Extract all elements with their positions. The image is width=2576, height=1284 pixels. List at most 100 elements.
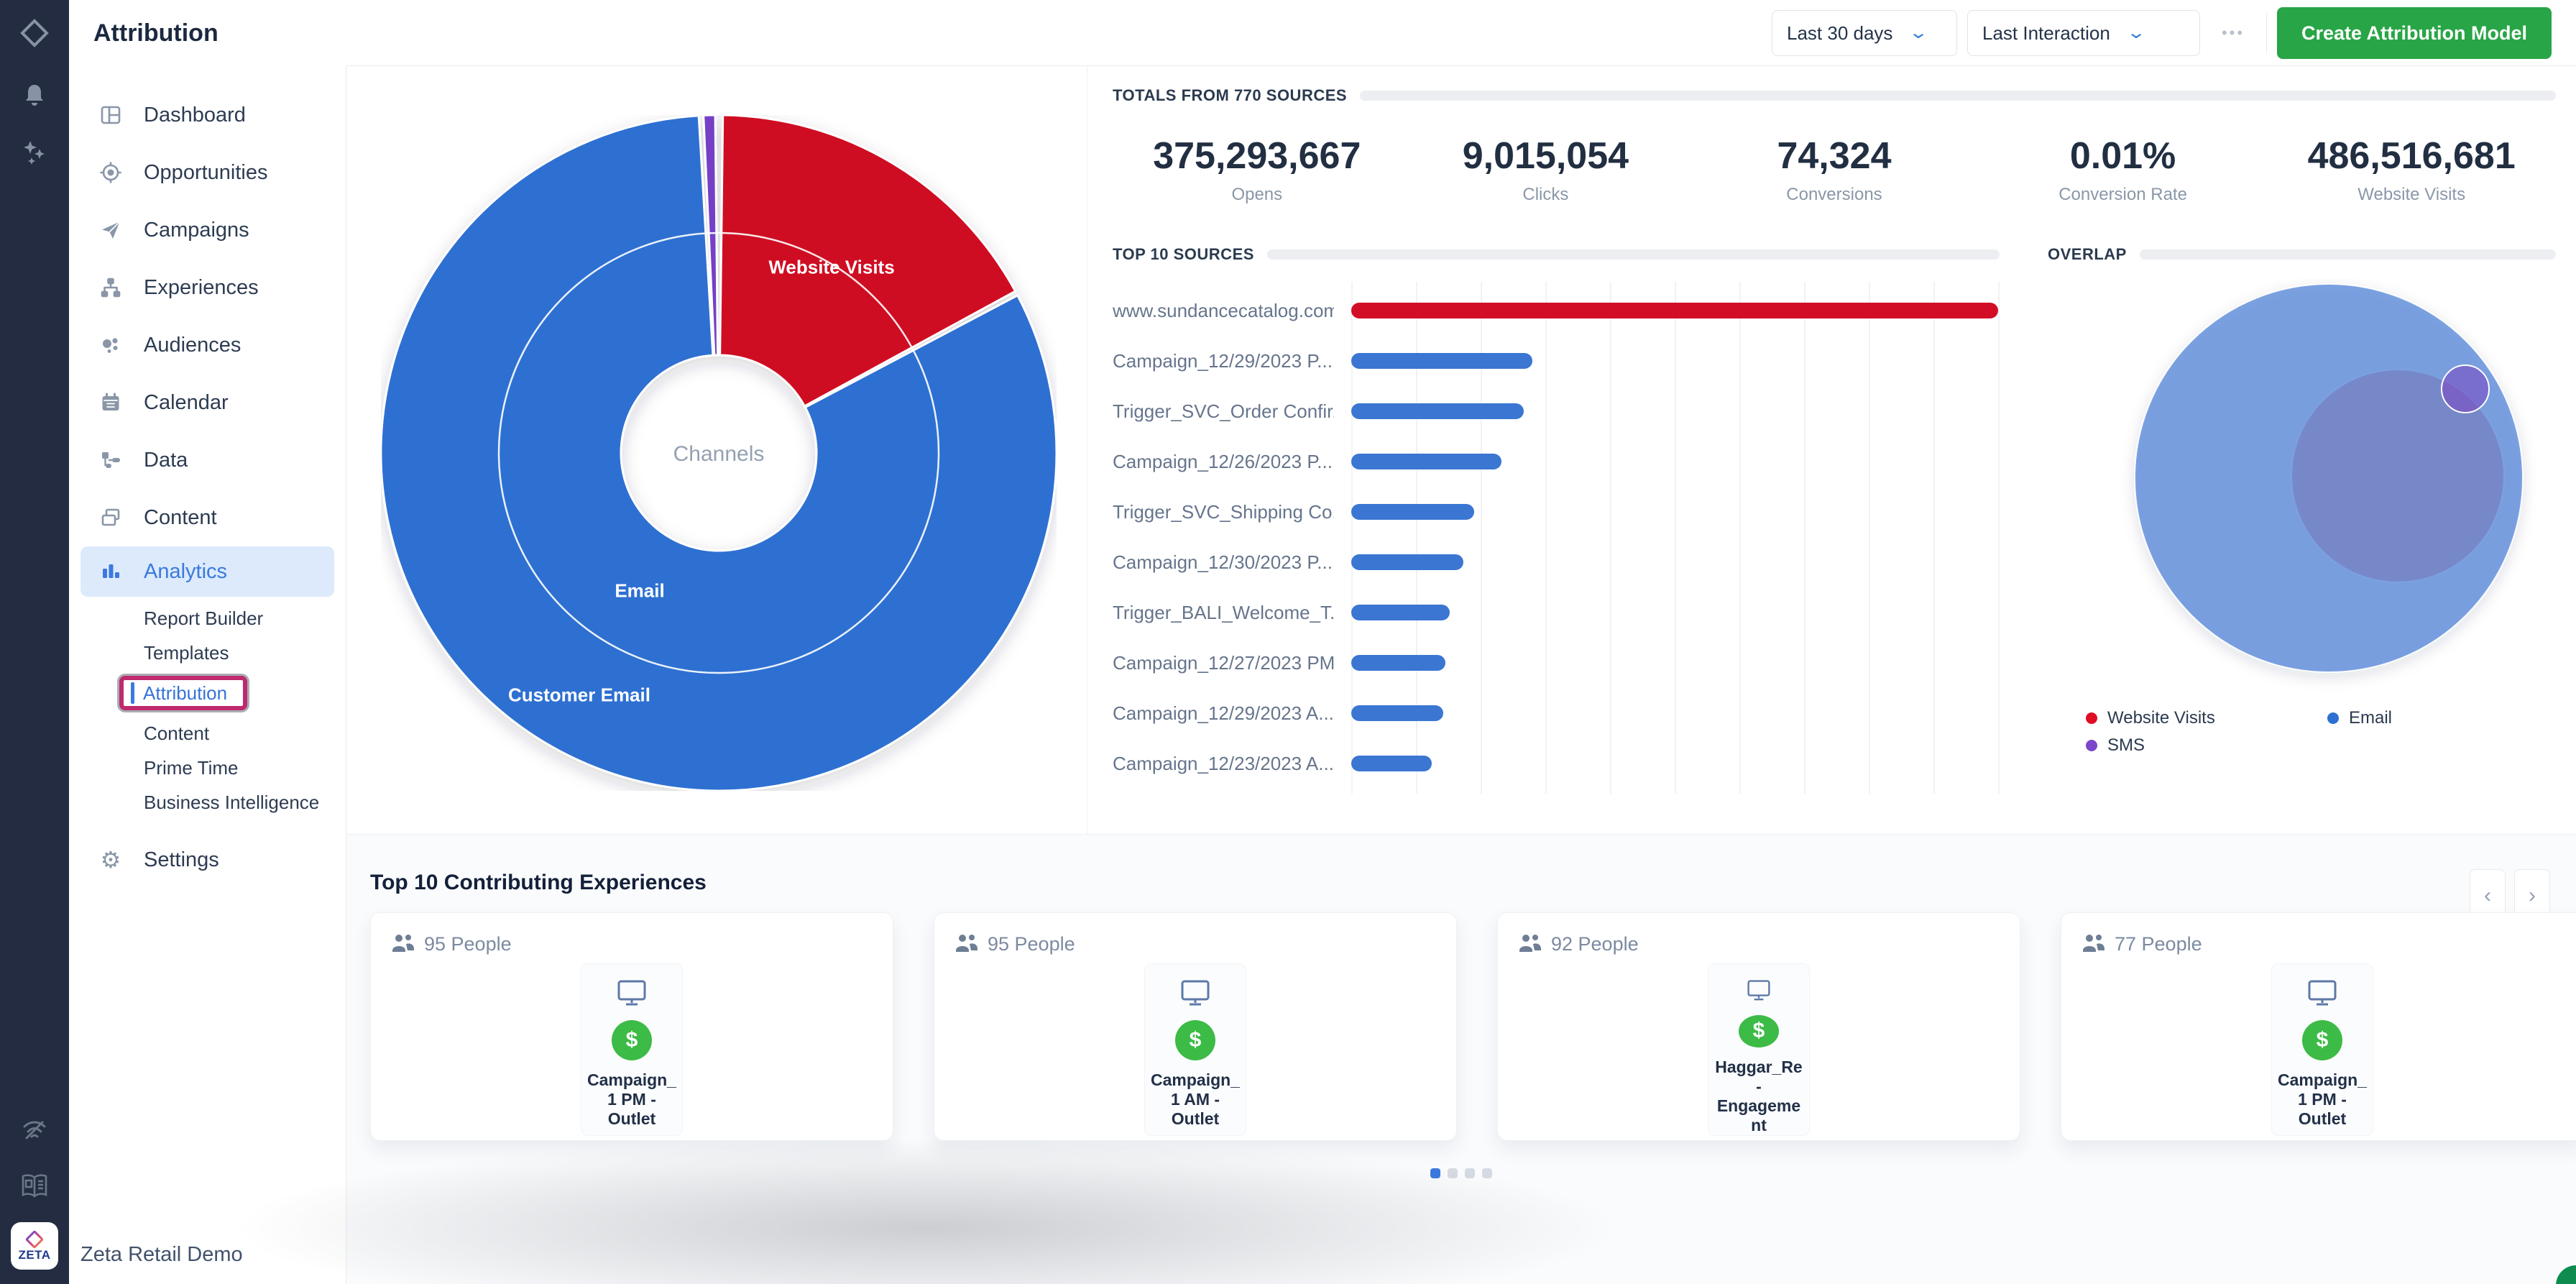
sidebar-item-content[interactable]: Content	[69, 489, 346, 546]
experience-name: Campaign_1 AM - Outlet	[1151, 1070, 1240, 1129]
source-bar[interactable]	[1351, 605, 1450, 620]
sidebar-item-opportunities[interactable]: Opportunities	[69, 144, 346, 201]
create-attribution-model-button[interactable]: Create Attribution Model	[2277, 7, 2552, 59]
sidebar-item-experiences[interactable]: Experiences	[69, 259, 346, 316]
experience-node[interactable]: $Campaign_1 PM - Outlet	[2271, 963, 2373, 1136]
gear-icon: ⚙	[99, 848, 122, 871]
source-row: Campaign_12/29/2023 P...	[1113, 336, 2000, 386]
pagination-dot-4[interactable]	[1482, 1168, 1492, 1178]
people-count-row: 92 People	[1518, 932, 2000, 956]
subnav-item-report-builder[interactable]: Report Builder	[69, 601, 346, 636]
source-label[interactable]: Campaign_12/29/2023 P...	[1113, 350, 1334, 372]
source-row: Trigger_SVC_Order Confir...	[1113, 386, 2000, 436]
experience-card[interactable]: 77 People$Campaign_1 PM - Outlet	[2061, 912, 2576, 1141]
source-label[interactable]: Trigger_SVC_Shipping Co...	[1113, 501, 1334, 523]
metric-clicks: 9,015,054Clicks	[1402, 134, 1690, 205]
sidebar-item-label: Calendar	[144, 391, 229, 415]
experience-node[interactable]: $Haggar_Re-Engagement	[1708, 963, 1810, 1136]
legend-item-sms[interactable]: SMS	[2086, 732, 2327, 759]
sidebar-item-analytics[interactable]: Analytics	[80, 546, 334, 597]
experience-node[interactable]: $Campaign_1 PM - Outlet	[581, 963, 683, 1136]
people-count-row: 95 People	[954, 932, 1436, 956]
source-bar[interactable]	[1351, 353, 1532, 369]
people-icon	[1518, 932, 1542, 957]
overlap-venn-diagram[interactable]	[2077, 279, 2573, 710]
legend-item-website-visits[interactable]: Website Visits	[2086, 705, 2327, 732]
legend-label: Website Visits	[2107, 708, 2215, 728]
totals-header: TOTALS FROM 770 SOURCES	[1113, 86, 2556, 105]
pagination-dot-1[interactable]	[1430, 1168, 1440, 1178]
pagination-dot-2[interactable]	[1448, 1168, 1458, 1178]
sidebar-item-label: Opportunities	[144, 161, 268, 185]
sidebar-item-label: Data	[144, 449, 188, 472]
source-bar[interactable]	[1351, 655, 1445, 671]
sunburst-center-label: Channels	[673, 442, 765, 467]
source-bar[interactable]	[1351, 705, 1443, 721]
metric-value: 0.01%	[1979, 134, 2268, 178]
source-bar-track	[1351, 403, 1998, 419]
source-label[interactable]: Campaign_12/27/2023 PM...	[1113, 652, 1334, 674]
signal-icon[interactable]	[19, 1114, 50, 1146]
sidebar-item-settings[interactable]: ⚙Settings	[69, 831, 346, 889]
sidebar-item-campaigns[interactable]: Campaigns	[69, 201, 346, 259]
experience-card[interactable]: 92 People $Haggar_Re-Engagement	[1497, 912, 2020, 1141]
source-row: Campaign_12/27/2023 PM...	[1113, 638, 2000, 688]
source-label[interactable]: Campaign_12/23/2023 A...	[1113, 753, 1334, 775]
conversion-dollar-icon: $	[1175, 1020, 1215, 1060]
source-bar[interactable]	[1351, 303, 1998, 318]
header-rule	[2140, 249, 2556, 260]
source-bar[interactable]	[1351, 403, 1524, 419]
overlap-header-text: OVERLAP	[2048, 245, 2127, 264]
sidebar-item-data[interactable]: Data	[69, 431, 346, 489]
workspace-name[interactable]: Zeta Retail Demo	[80, 1243, 243, 1267]
source-bar-track	[1351, 504, 1998, 520]
legend-item-email[interactable]: Email	[2327, 705, 2507, 732]
ai-sparkles-icon[interactable]	[19, 137, 50, 168]
pagination-dot-3[interactable]	[1465, 1168, 1475, 1178]
main-content: Website Visits Email Customer Email Chan…	[346, 66, 2576, 1284]
subnav-item-business-intelligence[interactable]: Business Intelligence	[69, 785, 346, 820]
metric-value: 486,516,681	[2267, 134, 2556, 178]
people-count: 95 People	[424, 933, 512, 955]
sidebar-item-dashboard[interactable]: Dashboard	[69, 86, 346, 144]
source-bar[interactable]	[1351, 756, 1432, 771]
source-label[interactable]: Campaign_12/29/2023 A...	[1113, 702, 1334, 725]
source-bar-track	[1351, 454, 1998, 469]
source-label[interactable]: Trigger_BALI_Welcome_T...	[1113, 602, 1334, 624]
overlap-header: OVERLAP	[2048, 245, 2556, 264]
zeta-diamond-icon[interactable]	[19, 17, 50, 49]
sidebar-item-audiences[interactable]: Audiences	[69, 316, 346, 374]
source-bar[interactable]	[1351, 504, 1474, 520]
source-label[interactable]: www.sundancecatalog.com	[1113, 300, 1334, 322]
source-bar[interactable]	[1351, 554, 1463, 570]
sidebar-item-calendar[interactable]: Calendar	[69, 374, 346, 431]
experience-node[interactable]: $ Campaign_1 AM - Outlet	[1144, 963, 1246, 1136]
sunburst-label-website-visits: Website Visits	[768, 257, 894, 279]
notifications-bell-icon[interactable]	[19, 79, 50, 111]
more-options-button[interactable]: •••	[2210, 24, 2256, 42]
experiences-title: Top 10 Contributing Experiences	[370, 871, 707, 895]
people-count: 92 People	[1551, 933, 1639, 955]
source-label[interactable]: Campaign_12/26/2023 P...	[1113, 451, 1334, 473]
source-label[interactable]: Trigger_SVC_Order Confir...	[1113, 400, 1334, 423]
experiences-section: Top 10 Contributing Experiences ‹ › 95 P…	[346, 834, 2576, 1284]
source-label[interactable]: Campaign_12/30/2023 P...	[1113, 551, 1334, 574]
subnav-item-attribution-selected[interactable]: Attribution	[69, 670, 346, 716]
source-bar-track	[1351, 655, 1998, 671]
experience-card[interactable]: 95 People $Campaign_1 PM - Outlet	[370, 912, 893, 1141]
date-range-select[interactable]: Last 30 days ⌄	[1772, 10, 1957, 56]
experience-cards: 95 People$Campaign_1 PM - Outlet95 Peopl…	[370, 912, 2576, 1141]
people-icon	[391, 932, 415, 957]
subnav-item-prime-time[interactable]: Prime Time	[69, 751, 346, 785]
experience-card[interactable]: 95 People $ Campaign_1 AM - Outlet	[934, 912, 1457, 1141]
calendar-icon	[99, 391, 122, 414]
nav-menu: Dashboard Opportunities CampaignsExperienc…	[69, 66, 346, 889]
zeta-logo-tile[interactable]: ZETA	[11, 1222, 58, 1270]
subnav-item-templates[interactable]: Templates	[69, 636, 346, 670]
source-bar[interactable]	[1351, 454, 1501, 469]
attribution-model-select[interactable]: Last Interaction ⌄	[1967, 10, 2200, 56]
divider	[2266, 13, 2267, 53]
glossary-book-icon[interactable]	[19, 1170, 50, 1202]
subnav-item-content[interactable]: Content	[69, 716, 346, 751]
totals-header-text: TOTALS FROM 770 SOURCES	[1113, 86, 1347, 105]
